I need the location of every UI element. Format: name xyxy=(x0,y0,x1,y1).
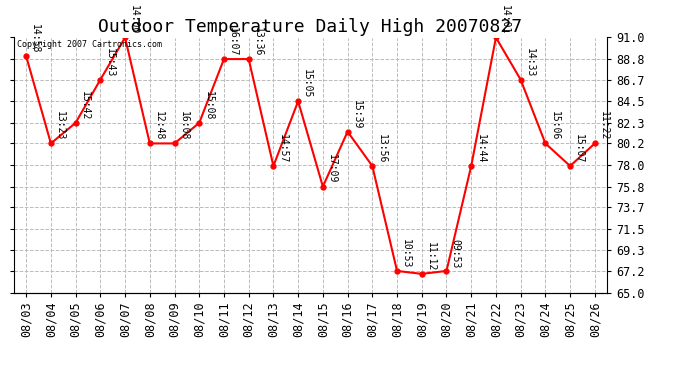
Text: 16:08: 16:08 xyxy=(179,111,188,141)
Text: 15:06: 15:06 xyxy=(549,111,560,141)
Text: 15:39: 15:39 xyxy=(352,99,362,129)
Text: 14:01: 14:01 xyxy=(500,5,510,35)
Text: 15:42: 15:42 xyxy=(80,91,90,120)
Title: Outdoor Temperature Daily High 20070827: Outdoor Temperature Daily High 20070827 xyxy=(99,18,522,36)
Text: 17:09: 17:09 xyxy=(327,154,337,184)
Text: 10:53: 10:53 xyxy=(401,239,411,268)
Text: 14:00: 14:00 xyxy=(129,5,139,35)
Text: 11:22: 11:22 xyxy=(599,111,609,141)
Text: 14:57: 14:57 xyxy=(277,134,288,163)
Text: 13:36: 13:36 xyxy=(253,27,263,56)
Text: 14:58: 14:58 xyxy=(30,24,40,53)
Text: 14:44: 14:44 xyxy=(475,134,485,163)
Text: 15:08: 15:08 xyxy=(204,91,213,120)
Text: 13:56: 13:56 xyxy=(377,134,386,163)
Text: 09:53: 09:53 xyxy=(451,239,461,268)
Text: Copyright 2007 Cartronics.com: Copyright 2007 Cartronics.com xyxy=(17,40,161,49)
Text: 15:05: 15:05 xyxy=(302,69,313,99)
Text: 15:43: 15:43 xyxy=(104,48,115,77)
Text: 13:23: 13:23 xyxy=(55,111,65,141)
Text: 16:07: 16:07 xyxy=(228,27,238,56)
Text: 15:07: 15:07 xyxy=(574,134,584,163)
Text: 12:48: 12:48 xyxy=(154,111,164,141)
Text: 11:12: 11:12 xyxy=(426,242,436,271)
Text: 14:33: 14:33 xyxy=(525,48,535,77)
